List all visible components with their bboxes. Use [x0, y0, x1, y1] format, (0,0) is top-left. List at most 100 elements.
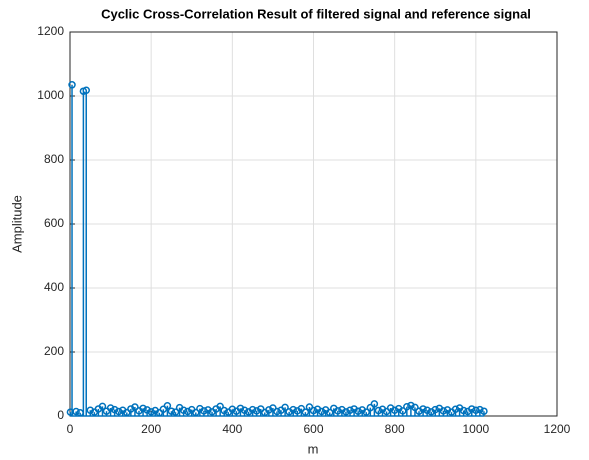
stem-marker [252, 407, 261, 415]
stem-marker [317, 407, 326, 416]
stem-marker [403, 402, 411, 411]
y-tick-label: 1000 [37, 88, 64, 102]
stem [179, 406, 188, 416]
stem-marker [374, 406, 383, 415]
stem-marker [204, 406, 212, 414]
stem [265, 406, 273, 416]
stem-marker [334, 407, 342, 415]
stem [390, 406, 399, 416]
stem [236, 404, 245, 416]
stem [98, 402, 107, 416]
stem [435, 404, 444, 416]
stem [334, 407, 342, 416]
stem-marker [147, 408, 155, 416]
stem-marker [236, 404, 245, 413]
stem [366, 403, 375, 416]
stem [480, 407, 488, 416]
y-tick-label: 200 [44, 344, 64, 358]
x-tick-label: 0 [67, 422, 74, 436]
stem [346, 406, 354, 416]
stem-marker [362, 408, 371, 416]
stem-marker [265, 406, 273, 414]
stem-marker [423, 406, 431, 414]
stem-marker [459, 406, 468, 415]
stem-marker [366, 403, 375, 412]
stem-marker [106, 404, 115, 412]
stem-marker [411, 403, 419, 412]
stem-marker [301, 408, 310, 416]
stem-marker [281, 403, 289, 412]
stem [451, 405, 460, 416]
stem [289, 405, 297, 416]
stem [293, 407, 302, 416]
stem [370, 400, 379, 416]
x-tick-label: 800 [385, 422, 405, 436]
stem [216, 402, 224, 416]
stem-marker [171, 408, 180, 416]
stem-marker [114, 407, 123, 416]
stem [200, 407, 208, 416]
stem [220, 406, 228, 416]
stem-marker [110, 405, 119, 414]
stem-marker [240, 406, 249, 414]
y-tick-label: 600 [44, 216, 64, 230]
stem-marker [86, 406, 95, 414]
stem-marker [220, 406, 228, 415]
stem [411, 403, 419, 416]
stem-marker [68, 81, 76, 89]
stem-marker [407, 401, 415, 410]
stem [419, 405, 427, 416]
stem-marker [216, 402, 224, 411]
stem-marker [419, 405, 427, 413]
stem-marker [200, 407, 208, 415]
stem-marker [131, 403, 139, 411]
stem [468, 405, 476, 416]
stem [407, 401, 415, 416]
stem [459, 406, 468, 416]
stem-marker [248, 405, 257, 414]
stem-marker [273, 407, 281, 416]
stem-marker [82, 86, 90, 94]
stem [68, 81, 76, 416]
stem-marker [127, 405, 135, 413]
stem-marker [354, 407, 362, 415]
stem-marker [98, 402, 107, 411]
stem [248, 405, 257, 416]
x-tick-label: 600 [303, 422, 323, 436]
stem [163, 402, 172, 416]
stem-marker [480, 407, 488, 415]
stem [110, 405, 119, 416]
stem [476, 405, 484, 416]
stem-marker [451, 405, 460, 414]
x-tick-label: 1200 [544, 422, 571, 436]
stem [240, 406, 249, 416]
stem-marker [390, 406, 399, 414]
stem [82, 86, 90, 416]
stem-marker [472, 406, 480, 414]
stem-marker [370, 400, 379, 408]
stem [354, 407, 362, 416]
y-tick-label: 400 [44, 280, 64, 294]
stem [204, 406, 212, 416]
stem-marker [476, 405, 484, 414]
stem [228, 405, 237, 416]
chart-title: Cyclic Cross-Correlation Result of filte… [101, 6, 531, 21]
y-tick-label: 0 [57, 408, 64, 422]
x-tick-label: 200 [141, 422, 161, 436]
stem [399, 407, 407, 416]
stem [86, 406, 95, 416]
stem [139, 404, 147, 416]
stem [439, 407, 448, 416]
stem [350, 405, 358, 416]
stem-marker [342, 408, 350, 416]
stem [423, 406, 431, 416]
stem-marker [439, 407, 448, 415]
stem-marker [431, 405, 439, 414]
stem [167, 407, 176, 416]
stem-marker [167, 407, 176, 415]
stem-marker [139, 404, 147, 413]
x-axis-label: m [308, 441, 319, 456]
stem-marker [183, 407, 192, 416]
stem [252, 407, 261, 416]
